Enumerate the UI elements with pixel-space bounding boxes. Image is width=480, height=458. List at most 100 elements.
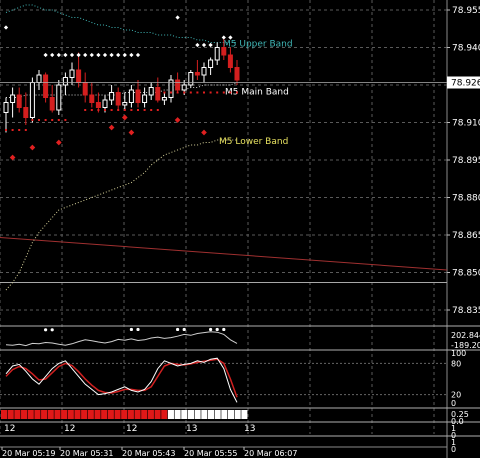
heat-bar-white — [234, 410, 241, 419]
resistance-dot — [96, 52, 101, 58]
support-dot — [84, 109, 87, 111]
heat-bar-white — [221, 410, 228, 419]
candle-body — [168, 79, 174, 98]
cci-dot — [209, 327, 213, 332]
resistance-dot — [63, 52, 68, 58]
candle-body — [115, 92, 121, 106]
candle-body — [62, 77, 68, 86]
heat-bar-white — [201, 410, 208, 419]
trendline — [0, 237, 448, 271]
heat-bar-red — [127, 410, 134, 419]
heat-label-top: 0.25 — [451, 410, 469, 419]
resistance-dot — [175, 15, 180, 20]
support-dot — [143, 109, 146, 111]
heat-bar-red — [147, 410, 154, 419]
heat-bar-red — [114, 410, 121, 419]
resistance-dot — [56, 52, 61, 58]
heat-bar-red — [81, 410, 88, 419]
resistance-dot — [221, 35, 226, 40]
price-tick-label: 78.880 — [452, 194, 480, 204]
heat-bar-red — [74, 410, 81, 419]
price-tick-label: 78.865 — [452, 231, 480, 241]
resistance-dot — [83, 52, 88, 58]
price-tick-label: 78.895 — [452, 156, 480, 166]
stoch-level-label: 20 — [451, 391, 461, 400]
heat-bar-red — [54, 410, 61, 419]
support-dot — [222, 91, 225, 94]
candle-body — [227, 54, 233, 68]
cci-line — [5, 331, 238, 347]
heat-bar-red — [27, 410, 34, 419]
candle-body — [155, 87, 161, 101]
price-tick-label: 78.955 — [452, 6, 480, 16]
support-dot — [31, 119, 34, 121]
heat-bar-red — [94, 410, 101, 419]
heat-bar-red — [7, 410, 14, 419]
heat-bar-red — [134, 410, 141, 419]
resistance-dot — [135, 52, 141, 58]
time-tick-label: 20 Mar 05:55 — [184, 449, 237, 458]
support-dot — [209, 91, 212, 94]
support-dot — [130, 109, 133, 111]
candle-body — [29, 82, 35, 118]
support-dot — [38, 119, 40, 121]
cci-dot — [129, 327, 133, 332]
cci-dot — [50, 328, 54, 332]
signal-dot — [174, 117, 181, 123]
resistance-dot — [76, 52, 81, 58]
price-tick-label: 78.850 — [452, 269, 480, 279]
heat-bar-red — [161, 410, 168, 419]
period-number: 12 — [126, 424, 137, 434]
heat-bar-red — [101, 410, 108, 419]
support-dot — [170, 91, 172, 94]
cci-dot — [222, 327, 226, 332]
sub-panel-label: 0 — [451, 431, 456, 440]
candle-body — [102, 99, 108, 108]
resistance-dot — [69, 52, 75, 58]
heat-bar-white — [214, 410, 221, 419]
candle-body — [95, 102, 101, 108]
heat-bar-red — [67, 410, 74, 419]
candle-body — [23, 107, 29, 118]
main-band-label: M5 Main Band — [225, 88, 289, 98]
upper-band-label: M5 Upper Band — [223, 40, 293, 50]
support-dot — [44, 119, 47, 121]
stoch-signal-line — [5, 358, 238, 398]
candle-body — [188, 72, 194, 86]
candle-body — [128, 89, 134, 103]
resistance-dot — [102, 52, 108, 58]
candle-body — [10, 94, 16, 103]
candle-body — [175, 79, 181, 91]
heat-bar-red — [154, 410, 161, 419]
candle-body — [36, 74, 42, 83]
resistance-dot — [109, 52, 114, 58]
support-dot — [57, 119, 60, 121]
support-dot — [176, 91, 179, 94]
support-dot — [18, 129, 21, 131]
upper-band-line — [5, 4, 237, 43]
support-dot — [163, 91, 166, 94]
candle-body — [16, 94, 22, 108]
cci-dot — [136, 327, 140, 332]
resistance-dot — [3, 25, 9, 30]
heat-bar-white — [187, 410, 194, 419]
sub-panel-label: 1 — [451, 424, 456, 433]
candle-body — [148, 87, 154, 96]
heat-bar-red — [141, 410, 148, 419]
support-dot — [64, 119, 67, 121]
support-dot — [104, 109, 106, 111]
lower-band-label: M5 Lower Band — [219, 137, 288, 147]
sub-panel-label: 1 — [451, 438, 456, 447]
support-dot — [90, 109, 93, 111]
heat-bar-white — [167, 410, 174, 419]
lower-band-line — [5, 139, 237, 291]
period-number: 12 — [4, 424, 15, 434]
support-dot — [24, 129, 27, 131]
signal-dot — [9, 154, 16, 161]
heat-bar-red — [14, 410, 21, 419]
heat-bar-white — [194, 410, 201, 419]
heat-bar-red — [107, 410, 114, 419]
resistance-dot — [43, 52, 48, 58]
